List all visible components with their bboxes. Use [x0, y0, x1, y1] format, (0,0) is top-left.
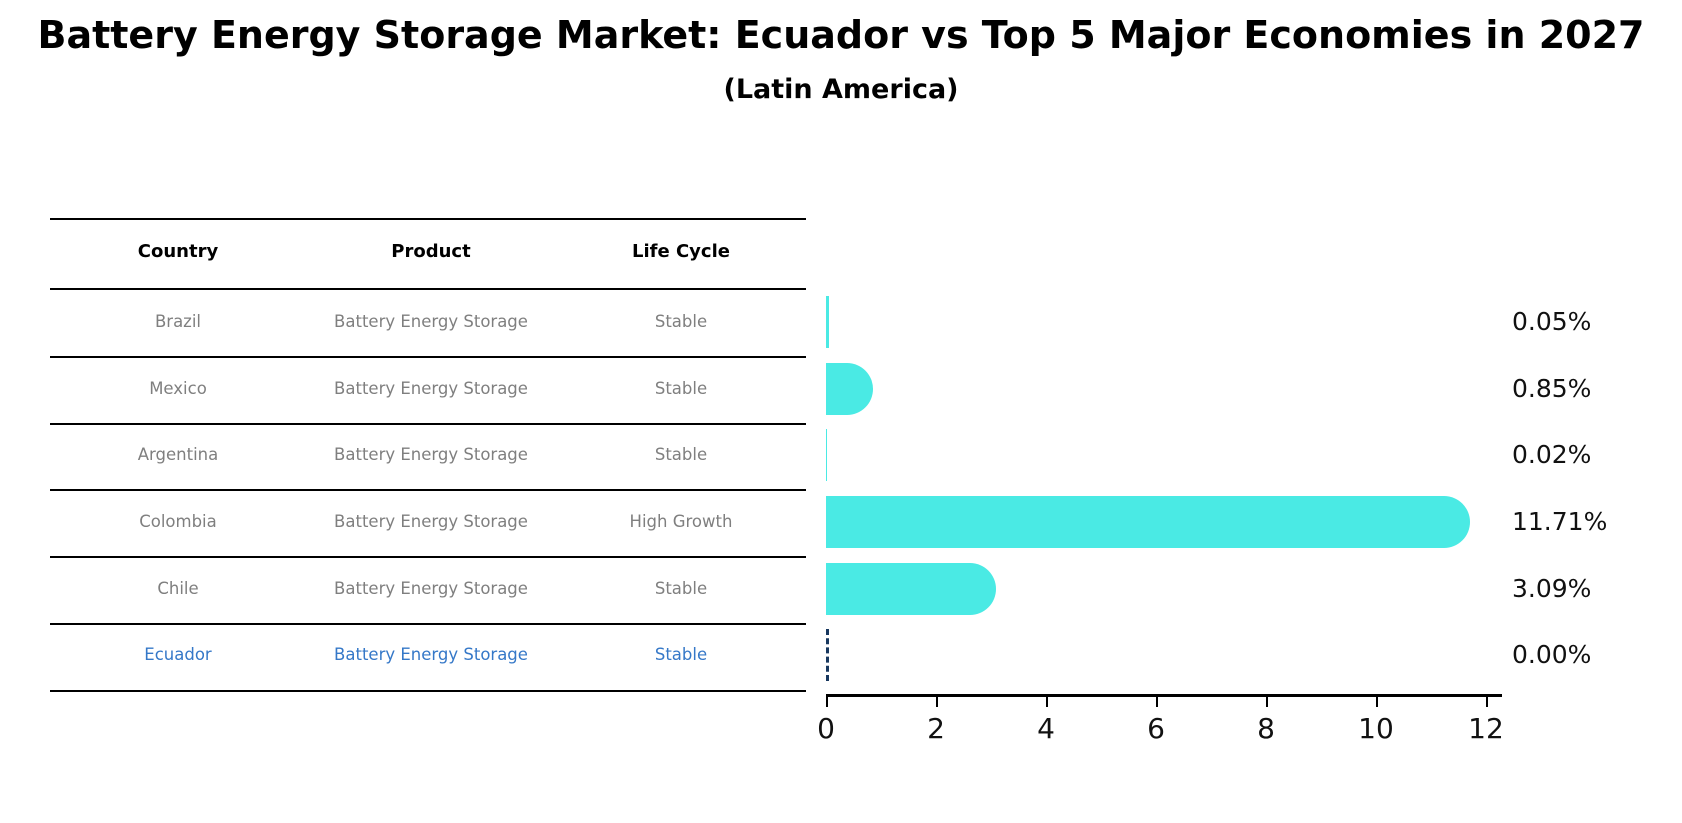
- table-row-highlighted: Ecuador Battery Energy Storage Stable: [50, 641, 806, 669]
- cell-country: Argentina: [137, 445, 219, 464]
- value-label: 11.71%: [1512, 507, 1608, 536]
- table-row: Colombia Battery Energy Storage High Gro…: [50, 508, 806, 536]
- x-axis-tick: [826, 697, 828, 707]
- cell-country: Colombia: [139, 512, 217, 531]
- value-label: 3.09%: [1512, 574, 1592, 603]
- chart-subtitle: (Latin America): [723, 74, 959, 105]
- x-axis-tick: [936, 697, 938, 707]
- x-axis-tick: [1266, 697, 1268, 707]
- chart-title: Battery Energy Storage Market: Ecuador v…: [37, 13, 1645, 57]
- x-axis-tick: [1486, 697, 1488, 707]
- x-axis-tick: [1156, 697, 1158, 707]
- x-tick-label: 12: [1468, 712, 1504, 745]
- x-tick-label: 10: [1358, 712, 1394, 745]
- x-tick-label: 6: [1147, 712, 1165, 745]
- cell-product: Battery Energy Storage: [334, 379, 528, 398]
- bar-chile: [826, 563, 996, 615]
- value-label: 0.05%: [1512, 307, 1592, 336]
- cell-life-cycle: Stable: [654, 579, 708, 598]
- cell-life-cycle: Stable: [654, 645, 708, 664]
- table-header-rule: [50, 288, 806, 290]
- table-row-rule: [50, 423, 806, 425]
- table-bottom-rule: [50, 690, 806, 692]
- bar-mexico: [826, 363, 873, 415]
- x-axis-tick: [1046, 697, 1048, 707]
- cell-product: Battery Energy Storage: [334, 512, 528, 531]
- value-label: 0.00%: [1512, 640, 1592, 669]
- table-row: Chile Battery Energy Storage Stable: [50, 575, 806, 603]
- table-top-rule: [50, 218, 806, 220]
- table-row-rule: [50, 556, 806, 558]
- table-row-rule: [50, 356, 806, 358]
- bar-ecuador-dashed: [826, 629, 829, 681]
- cell-life-cycle: Stable: [654, 379, 708, 398]
- cell-product: Battery Energy Storage: [334, 312, 528, 331]
- cell-product: Battery Energy Storage: [334, 579, 528, 598]
- x-axis-tick: [1376, 697, 1378, 707]
- table-row-rule: [50, 623, 806, 625]
- cell-life-cycle: Stable: [654, 445, 708, 464]
- x-tick-label: 8: [1257, 712, 1275, 745]
- cell-product: Battery Energy Storage: [334, 445, 528, 464]
- bar-colombia: [826, 496, 1471, 548]
- cell-product: Battery Energy Storage: [334, 645, 528, 664]
- cell-country: Brazil: [154, 312, 202, 331]
- x-axis-line: [826, 694, 1502, 697]
- bar-brazil: [826, 296, 829, 348]
- table-header-row: Country Product Life Cycle: [50, 238, 806, 266]
- column-header-country: Country: [137, 241, 219, 262]
- bar-argentina: [826, 429, 828, 481]
- table-row: Mexico Battery Energy Storage Stable: [50, 375, 806, 403]
- x-tick-label: 0: [817, 712, 835, 745]
- table-row: Argentina Battery Energy Storage Stable: [50, 441, 806, 469]
- cell-life-cycle: High Growth: [629, 512, 733, 531]
- table-row-rule: [50, 489, 806, 491]
- cell-country: Chile: [157, 579, 199, 598]
- column-header-product: Product: [391, 241, 471, 262]
- value-label: 0.02%: [1512, 440, 1592, 469]
- cell-country: Ecuador: [144, 645, 212, 664]
- x-tick-label: 2: [927, 712, 945, 745]
- cell-life-cycle: Stable: [654, 312, 708, 331]
- x-tick-label: 4: [1037, 712, 1055, 745]
- column-header-life-cycle: Life Cycle: [632, 241, 730, 262]
- value-label: 0.85%: [1512, 374, 1592, 403]
- table-row: Brazil Battery Energy Storage Stable: [50, 308, 806, 336]
- cell-country: Mexico: [149, 379, 207, 398]
